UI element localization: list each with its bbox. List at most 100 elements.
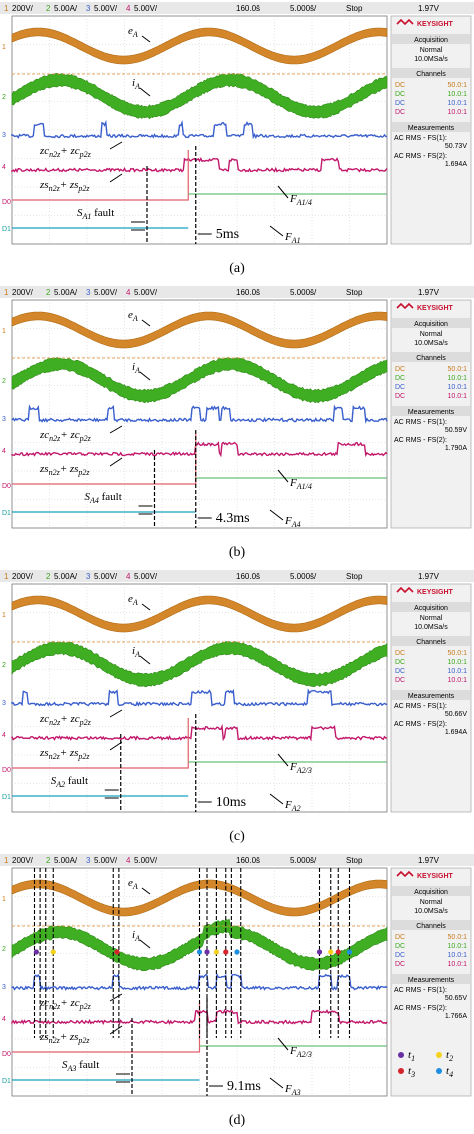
- measurement-label: AC RMS - FS(1):: [394, 987, 447, 994]
- arrow-zs: [109, 457, 123, 467]
- scope-panel-4: 1 200V/2 5.00A/3 5.00V/4 5.00V/160.0š 5.000š/…: [0, 854, 474, 1128]
- section-header: [392, 406, 470, 416]
- acquisition-title: Acquisition: [414, 321, 448, 328]
- top-bar-item: 160.0š: [236, 4, 260, 13]
- ch3-zc-trace: [11, 404, 388, 424]
- channel-coupling: DC: [395, 393, 405, 400]
- measurement-label: AC RMS - FS(2):: [394, 1005, 447, 1012]
- measurements-title: Measurements: [408, 409, 455, 416]
- top-bar-item: 5.000š/: [290, 856, 317, 865]
- top-bar: [0, 854, 474, 866]
- top-bar-item: 5.00V/: [134, 572, 158, 581]
- measurement-value: 1.694A: [445, 161, 468, 168]
- acquisition-rate: 10.0MSa/s: [414, 340, 448, 347]
- label-eA: eA: [128, 877, 138, 891]
- keysight-logo-icon: [396, 870, 414, 878]
- ch4-zs-trace: [11, 157, 388, 174]
- label-eA: eA: [128, 593, 138, 607]
- label-zs: zsn2z+ zsp2z: [39, 747, 90, 761]
- brand-name: KEYSIGHT: [417, 873, 454, 880]
- section-header: [392, 68, 470, 78]
- acquisition-title: Acquisition: [414, 37, 448, 44]
- top-bar-item: 4: [126, 572, 131, 581]
- label-F1: FA1/4: [289, 477, 312, 491]
- channel-marker: 1: [2, 328, 6, 335]
- panel-caption: (b): [229, 545, 246, 560]
- event-dot: [223, 949, 229, 955]
- measurement-value: 50.59V: [445, 427, 468, 434]
- label-zc: zcn2z+ zcp2z: [39, 145, 92, 159]
- top-bar-item: 5.000š/: [290, 288, 317, 297]
- section-header: [392, 34, 470, 44]
- channel-coupling: DC: [395, 384, 405, 391]
- acquisition-mode: Normal: [420, 47, 443, 54]
- panel-caption: (d): [229, 1113, 246, 1128]
- label-zs: zsn2z+ zsp2z: [39, 179, 90, 193]
- channel-probe: 10.0:1: [448, 100, 468, 107]
- label-time: 5ms: [216, 227, 239, 242]
- scope-panel-3: 1 200V/2 5.00A/3 5.00V/4 5.00V/160.0š 5.000š/…: [0, 570, 474, 844]
- channel-marker: 2: [2, 94, 6, 101]
- label-fault: SA2 fault: [51, 775, 88, 789]
- label-F1: FA2/3: [289, 761, 312, 775]
- brand-name: KEYSIGHT: [417, 21, 454, 28]
- top-bar-item: 3: [86, 288, 91, 297]
- top-bar-item: 5.00V/: [134, 288, 158, 297]
- measurement-label: AC RMS - FS(1):: [394, 703, 447, 710]
- arrow-zc: [109, 993, 123, 1002]
- measurement-value: 1.766A: [445, 1013, 468, 1020]
- channel-probe: 10.0:1: [448, 668, 468, 675]
- section-header: [392, 636, 470, 646]
- channel-marker: D1: [2, 510, 11, 517]
- eA-waveform: [11, 27, 388, 65]
- iA-waveform: [11, 640, 388, 688]
- event-dot: [346, 949, 353, 955]
- section-header: [392, 920, 470, 930]
- acquisition-mode: Normal: [420, 331, 443, 338]
- channels-title: Channels: [416, 923, 446, 930]
- arrow-zc: [109, 709, 123, 718]
- measurement-label: AC RMS - FS(2):: [394, 721, 447, 728]
- channel-coupling: DC: [395, 650, 405, 657]
- legend-label: t1: [408, 1049, 415, 1063]
- arrow-F2: [269, 225, 284, 237]
- top-bar-item: 2: [46, 572, 51, 581]
- label-zs: zsn2z+ zsp2z: [39, 463, 90, 477]
- arrow-eA: [141, 35, 151, 43]
- top-bar-item: 3: [86, 4, 91, 13]
- top-bar-item: 4: [126, 856, 131, 865]
- channel-probe: 50.0:1: [448, 934, 468, 941]
- event-dot: [204, 949, 210, 955]
- top-bar: [0, 286, 474, 298]
- arrow-iA: [139, 655, 151, 665]
- arrow-eA: [141, 887, 151, 895]
- top-bar-item: 4: [126, 288, 131, 297]
- top-bar-item: 2: [46, 4, 51, 13]
- top-bar-item: Stop: [346, 288, 363, 297]
- keysight-logo-icon: [396, 586, 414, 594]
- acquisition-mode: Normal: [420, 899, 443, 906]
- channel-marker: D0: [2, 1051, 11, 1058]
- label-zc: zcn2z+ zcp2z: [39, 997, 92, 1011]
- keysight-logo-icon: [396, 302, 414, 310]
- section-header: [392, 352, 470, 362]
- channel-probe: 10.0:1: [448, 384, 468, 391]
- arrow-F1: [277, 469, 289, 483]
- arrow-F2: [269, 793, 284, 805]
- d0-trace: [12, 150, 189, 201]
- label-iA: iA: [132, 77, 140, 91]
- channel-coupling: DC: [395, 366, 405, 373]
- label-zs: zsn2z+ zsp2z: [39, 1031, 90, 1045]
- top-bar-item: 1.97V: [418, 288, 440, 297]
- top-bar-item: 1.97V: [418, 856, 440, 865]
- channel-marker: 4: [2, 448, 6, 455]
- arrow-F2: [269, 1077, 284, 1089]
- channel-probe: 10.0:1: [448, 943, 468, 950]
- arrow-zs: [109, 1025, 123, 1035]
- top-bar-item: 5.000š/: [290, 572, 317, 581]
- top-bar-item: 5.00A/: [54, 856, 78, 865]
- top-bar-item: 5.00V/: [94, 288, 118, 297]
- label-fault: SA3 fault: [62, 1059, 99, 1073]
- top-bar-item: 4: [126, 4, 131, 13]
- label-time: 4.3ms: [216, 511, 250, 526]
